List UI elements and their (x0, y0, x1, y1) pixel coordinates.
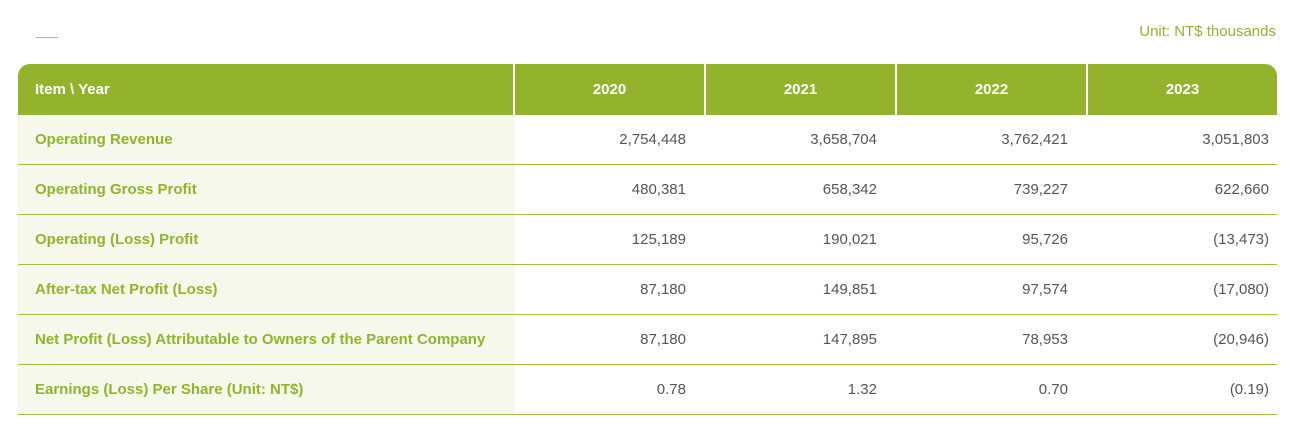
header-year: 2021 (706, 64, 897, 115)
cell-value: (20,946) (1088, 315, 1277, 364)
header-year: 2022 (897, 64, 1088, 115)
cell-value: 78,953 (897, 315, 1088, 364)
row-label: Operating (Loss) Profit (18, 215, 515, 264)
cell-value: 95,726 (897, 215, 1088, 264)
cell-value: (17,080) (1088, 265, 1277, 314)
row-label: Earnings (Loss) Per Share (Unit: NT$) (18, 365, 515, 414)
table-row: Operating Gross Profit 480,381 658,342 7… (18, 165, 1277, 215)
financial-table: Item \ Year 2020 2021 2022 2023 Operatin… (18, 64, 1277, 415)
table-row: Operating Revenue 2,754,448 3,658,704 3,… (18, 115, 1277, 165)
table-row: After-tax Net Profit (Loss) 87,180 149,8… (18, 265, 1277, 315)
header-year: 2020 (515, 64, 706, 115)
cell-value: 0.78 (515, 365, 706, 414)
row-label: Net Profit (Loss) Attributable to Owners… (18, 315, 515, 364)
cell-value: 0.70 (897, 365, 1088, 414)
row-label: Operating Revenue (18, 115, 515, 164)
cell-value: 658,342 (706, 165, 897, 214)
cell-value: 1.32 (706, 365, 897, 414)
cell-value: 87,180 (515, 265, 706, 314)
cell-value: 3,051,803 (1088, 115, 1277, 164)
cell-value: 97,574 (897, 265, 1088, 314)
table-row: Operating (Loss) Profit 125,189 190,021 … (18, 215, 1277, 265)
cell-value: 3,762,421 (897, 115, 1088, 164)
cell-value: 739,227 (897, 165, 1088, 214)
decorative-line (36, 37, 58, 38)
cell-value: 480,381 (515, 165, 706, 214)
header-item-year: Item \ Year (18, 64, 515, 115)
cell-value: 87,180 (515, 315, 706, 364)
cell-value: 125,189 (515, 215, 706, 264)
unit-label: Unit: NT$ thousands (1139, 23, 1276, 40)
table-row: Earnings (Loss) Per Share (Unit: NT$) 0.… (18, 365, 1277, 415)
cell-value: (13,473) (1088, 215, 1277, 264)
cell-value: 622,660 (1088, 165, 1277, 214)
cell-value: 3,658,704 (706, 115, 897, 164)
table-header: Item \ Year 2020 2021 2022 2023 (18, 64, 1277, 115)
cell-value: 149,851 (706, 265, 897, 314)
cell-value: 147,895 (706, 315, 897, 364)
row-label: Operating Gross Profit (18, 165, 515, 214)
header-year: 2023 (1165, 81, 1200, 98)
cell-value: 2,754,448 (515, 115, 706, 164)
cell-value: 190,021 (706, 215, 897, 264)
row-label: After-tax Net Profit (Loss) (18, 265, 515, 314)
table-row: Net Profit (Loss) Attributable to Owners… (18, 315, 1277, 365)
cell-value: (0.19) (1088, 365, 1277, 414)
